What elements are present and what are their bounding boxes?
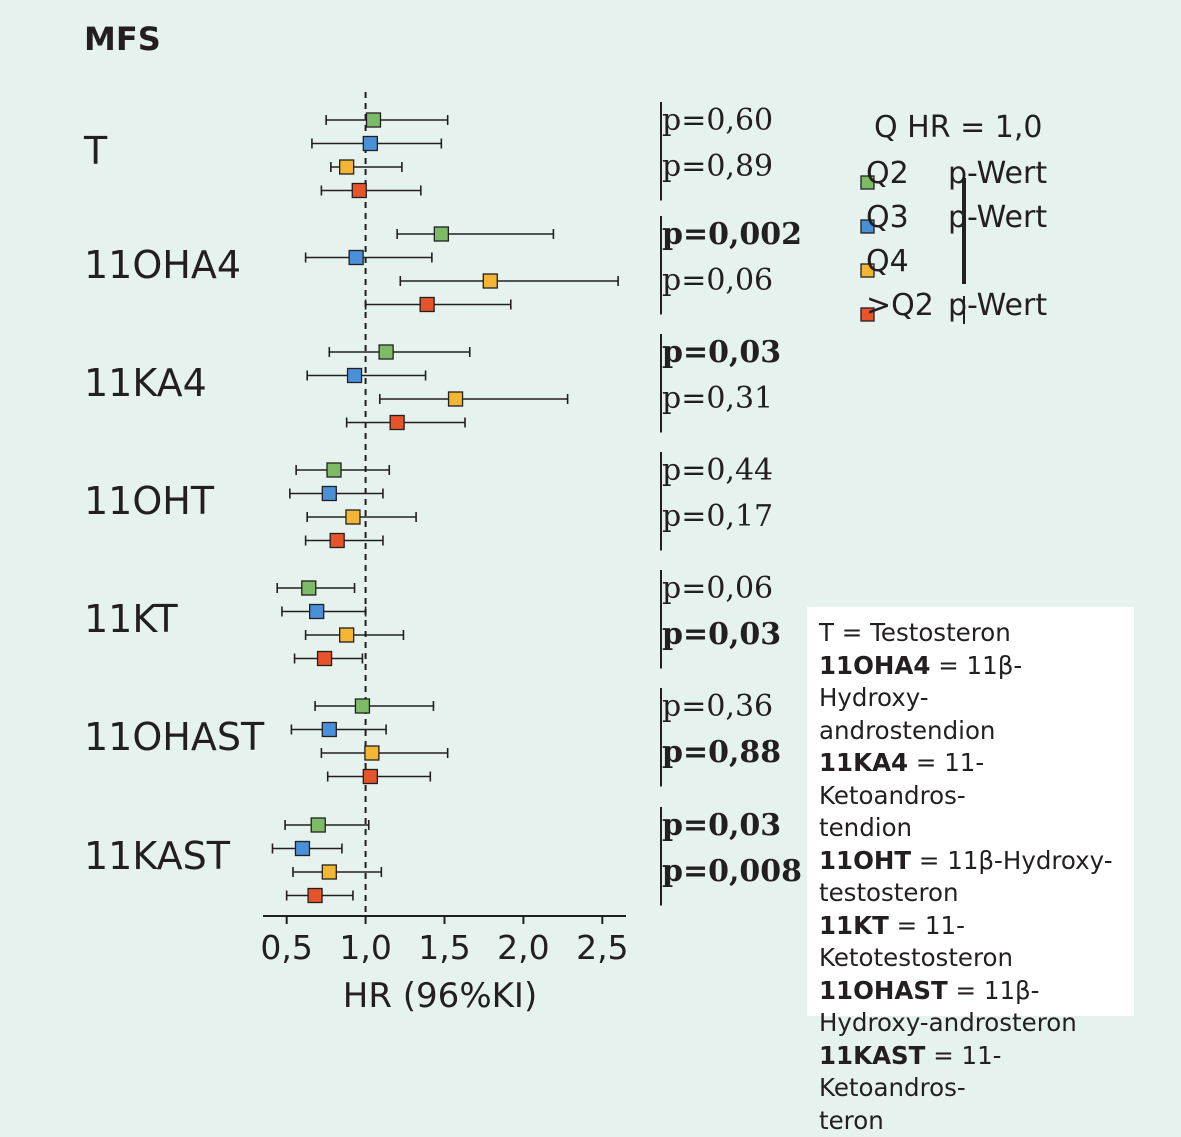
abbreviation-line: testosteron [819, 877, 1126, 910]
abbreviation-key: 11KT [819, 911, 889, 940]
group-label: 11KT [84, 600, 178, 638]
legend-title: Q HR = 1,0 [874, 110, 1042, 145]
abbreviation-text: androstendion [819, 716, 995, 745]
p-value: p=0,89 [662, 152, 773, 182]
x-tick-label: 2,5 [576, 928, 628, 967]
p-value: p=0,17 [662, 502, 773, 532]
x-axis-label: HR (96%KI) [343, 976, 537, 1016]
p-value: p=0,36 [662, 692, 773, 722]
legend-label: Q2 [866, 156, 909, 191]
legend-label: >Q2 [866, 288, 934, 323]
hr-marker [346, 510, 360, 524]
abbreviation-line: T = Testosteron [819, 617, 1126, 650]
abbreviation-text: = 11β- [948, 976, 1040, 1005]
abbreviation-line: Hydroxy-androsteron [819, 1007, 1126, 1040]
hr-marker [365, 746, 379, 760]
hr-marker [363, 137, 377, 151]
abbreviation-key: 11OHA4 [819, 651, 930, 680]
hr-marker [434, 227, 448, 241]
legend-pvalue: p-Wert [948, 200, 1047, 235]
hr-marker [295, 842, 309, 856]
legend-pvalue: p-Wert [948, 156, 1047, 191]
abbreviation-line: teron [819, 1105, 1126, 1137]
hr-marker [349, 251, 363, 265]
abbreviation-line: 11KT = 11-Ketotestosteron [819, 910, 1126, 975]
hr-marker [363, 770, 377, 784]
abbreviation-text: teron [819, 1106, 884, 1135]
abbreviation-key: 11OHT [819, 846, 911, 875]
hr-marker [302, 581, 316, 595]
abbreviation-text: testosteron [819, 878, 959, 907]
x-tick-label: 2,0 [497, 928, 549, 967]
group-label: T [84, 132, 107, 170]
abbreviation-key: 11OHAST [819, 976, 948, 1005]
legend-label: Q4 [866, 244, 909, 279]
hr-marker [340, 160, 354, 174]
p-value: p=0,31 [662, 384, 773, 414]
group-label: 11KA4 [84, 364, 207, 402]
hr-marker [310, 605, 324, 619]
hr-marker [348, 369, 362, 383]
group-label: 11OHA4 [84, 246, 241, 284]
group-label: 11OHAST [84, 718, 264, 756]
abbreviation-text: T = Testosteron [819, 618, 1011, 647]
p-value: p=0,06 [662, 574, 773, 604]
group-label: 11KAST [84, 837, 230, 875]
legend-pvalue: p-Wert [948, 288, 1047, 323]
legend-label: Q3 [866, 200, 909, 235]
hr-marker [390, 416, 404, 430]
abbreviation-line: 11OHT = 11β-Hydroxy- [819, 845, 1126, 878]
hr-marker [322, 723, 336, 737]
x-tick-label: 0,5 [260, 928, 312, 967]
p-value: p=0,008 [662, 857, 802, 887]
hr-marker [311, 818, 325, 832]
hr-marker [366, 113, 380, 127]
hr-marker [379, 345, 393, 359]
hr-marker [322, 487, 336, 501]
abbreviation-text: Hydroxy-androsteron [819, 1008, 1077, 1037]
hr-marker [318, 652, 332, 666]
x-tick-label: 1,5 [418, 928, 470, 967]
abbreviation-key: 11KA4 [819, 748, 908, 777]
p-value: p=0,03 [662, 338, 781, 368]
abbreviation-line: tendion [819, 812, 1126, 845]
p-value: p=0,44 [662, 456, 773, 486]
abbreviation-text: = 11β-Hydroxy- [911, 846, 1112, 875]
p-value: p=0,03 [662, 620, 781, 650]
abbreviation-box: T = Testosteron 11OHA4 = 11β-Hydroxy-andr… [807, 607, 1134, 1016]
hr-marker [340, 628, 354, 642]
hr-marker [322, 865, 336, 879]
abbreviation-line: 11KA4 = 11-Ketoandros- [819, 747, 1126, 812]
p-value: p=0,06 [662, 266, 773, 296]
hr-marker [352, 184, 366, 198]
hr-marker [483, 274, 497, 288]
abbreviation-line: 11KAST = 11-Ketoandros- [819, 1040, 1126, 1105]
abbreviation-line: androstendion [819, 715, 1126, 748]
hr-marker [327, 463, 341, 477]
p-value: p=0,60 [662, 106, 773, 136]
abbreviation-text: tendion [819, 813, 912, 842]
hr-marker [308, 889, 322, 903]
abbreviation-line: 11OHA4 = 11β-Hydroxy- [819, 650, 1126, 715]
hr-marker [330, 534, 344, 548]
abbreviation-line: 11OHAST = 11β- [819, 975, 1126, 1008]
x-tick-label: 1,0 [339, 928, 391, 967]
hr-marker [420, 298, 434, 312]
p-value: p=0,002 [662, 220, 802, 250]
hr-marker [449, 392, 463, 406]
p-value: p=0,88 [662, 738, 781, 768]
hr-marker [355, 699, 369, 713]
abbreviation-key: 11KAST [819, 1041, 925, 1070]
p-value: p=0,03 [662, 811, 781, 841]
group-label: 11OHT [84, 482, 214, 520]
